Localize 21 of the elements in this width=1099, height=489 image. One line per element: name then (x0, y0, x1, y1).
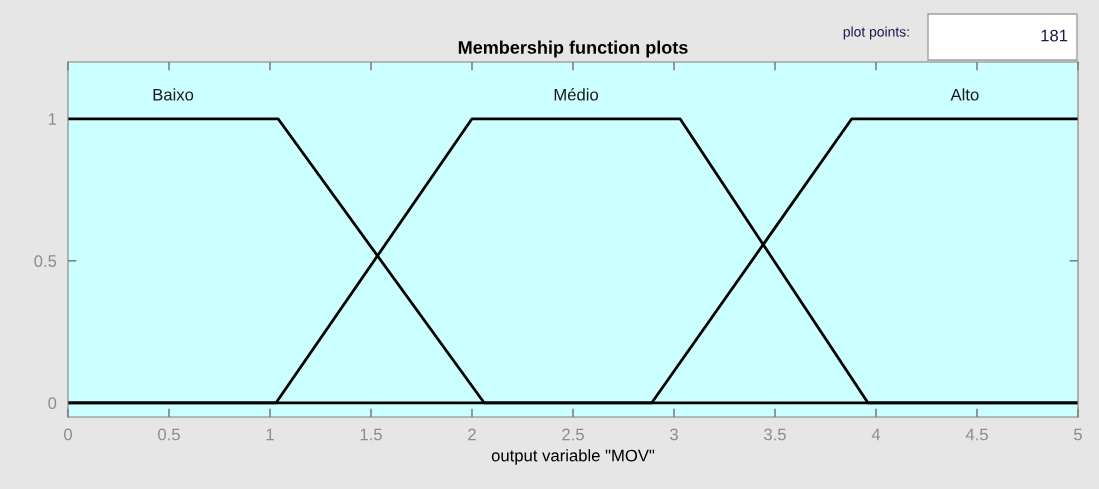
x-tick-label: 3 (670, 428, 678, 441)
y-tick-label: 0 (48, 397, 57, 409)
y-tick-label: 0.5 (34, 255, 57, 267)
x-tick-label: 0.5 (158, 428, 180, 441)
series-label: Alto (950, 88, 979, 101)
x-tick-label: 2.5 (562, 428, 584, 441)
x-tick-label: 5 (1074, 428, 1082, 441)
x-tick-label: 3.5 (764, 428, 786, 441)
x-tick-label: 4.5 (965, 428, 988, 441)
y-tick-label: 1 (48, 113, 57, 125)
series-label: Baixo (153, 88, 194, 101)
x-tick-label: 4 (871, 428, 881, 441)
x-tick-label: 0 (64, 428, 72, 441)
x-axis-title: output variable "MOV" (491, 449, 655, 465)
chart-title: Membership function plots (458, 40, 688, 58)
x-tick-label: 1.5 (360, 428, 382, 441)
series-label: Médio (554, 88, 599, 101)
x-tick-label: 1 (266, 428, 274, 441)
text: 181 (1041, 29, 1068, 42)
text: plot points: (843, 26, 909, 40)
x-tick-label: 2 (468, 428, 476, 441)
